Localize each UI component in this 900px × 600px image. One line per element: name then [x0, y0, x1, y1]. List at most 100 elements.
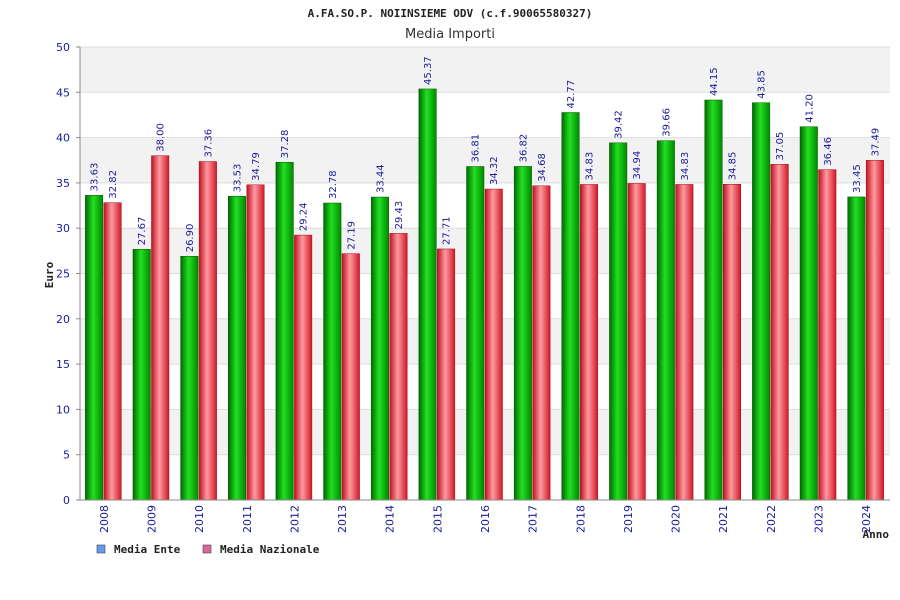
x-tick-label: 2019: [622, 505, 635, 533]
x-tick-label: 2016: [479, 505, 492, 533]
y-tick-label: 10: [56, 403, 70, 416]
bar-media-nazionale-2019: [627, 183, 646, 501]
y-tick-label: 40: [56, 132, 70, 145]
bar-media-nazionale-2024: [865, 160, 884, 501]
value-label: 34.85: [727, 152, 738, 181]
value-label: 45.37: [423, 56, 434, 85]
bar-media-ente-2012: [275, 161, 294, 501]
bar-media-nazionale-2022: [770, 164, 789, 501]
value-label: 32.78: [328, 170, 339, 199]
x-tick-label: 2012: [288, 505, 301, 533]
bar-media-nazionale-2010: [198, 161, 217, 501]
bar-media-nazionale-2009: [151, 155, 170, 501]
x-tick-label: 2010: [193, 505, 206, 533]
bar-media-nazionale-2012: [294, 234, 313, 501]
bar-media-nazionale-2018: [580, 184, 599, 501]
bar-media-nazionale-2015: [437, 248, 456, 501]
y-tick-label: 35: [56, 177, 70, 190]
legend: Media Ente Media Nazionale: [96, 543, 320, 556]
bar-media-nazionale-2021: [722, 184, 741, 501]
x-tick-label: 2013: [336, 505, 349, 533]
y-axis-label: Euro: [43, 261, 56, 288]
bar-media-nazionale-2020: [675, 184, 694, 501]
y-tick-label: 25: [56, 268, 70, 281]
bar-media-nazionale-2011: [246, 184, 265, 501]
x-tick-label: 2021: [717, 505, 730, 533]
bar-media-ente-2008: [85, 195, 104, 501]
value-label: 43.85: [757, 70, 768, 99]
legend-swatch-media-ente: [96, 544, 106, 554]
value-label: 26.90: [185, 224, 196, 253]
legend-label-media-ente: Media Ente: [114, 543, 181, 556]
plot-band: [80, 47, 890, 93]
bar-media-ente-2018: [561, 112, 580, 501]
x-tick-label: 2015: [431, 505, 444, 533]
value-label: 39.42: [614, 110, 625, 139]
x-tick-label: 2009: [145, 505, 158, 533]
legend-label-media-nazionale: Media Nazionale: [220, 543, 320, 556]
legend-swatch-media-nazionale: [202, 544, 212, 554]
y-axis-ticks: 0 5 10 15 20 25 30 35 40 45 50: [56, 41, 80, 507]
value-label: 32.82: [108, 170, 119, 199]
x-axis-label: Anno: [863, 528, 890, 541]
x-tick-label: 2011: [241, 505, 254, 533]
y-tick-label: 45: [56, 86, 70, 99]
bar-media-ente-2022: [752, 102, 771, 501]
chart-subtitle: Media Importi: [405, 27, 495, 42]
bar-media-ente-2010: [180, 256, 199, 501]
bar-media-ente-2019: [609, 142, 628, 501]
value-label: 39.66: [661, 108, 672, 137]
y-tick-label: 50: [56, 41, 70, 54]
value-label: 42.77: [566, 80, 577, 109]
value-label: 33.45: [852, 164, 863, 193]
value-label: 34.32: [489, 156, 500, 185]
value-label: 38.00: [156, 123, 167, 152]
value-label: 34.83: [680, 152, 691, 181]
bar-media-nazionale-2008: [103, 202, 122, 501]
value-labels: 33.63 32.82 27.67 38.00 26.90 37.36 33.53 34.79…: [90, 56, 882, 252]
y-tick-label: 15: [56, 358, 70, 371]
value-label: 37.36: [203, 129, 214, 158]
value-label: 37.05: [775, 132, 786, 161]
value-label: 36.81: [471, 134, 482, 163]
value-label: 34.79: [251, 152, 262, 181]
bar-media-ente-2023: [799, 126, 818, 501]
value-label: 29.43: [394, 201, 405, 230]
value-label: 34.94: [632, 151, 643, 180]
value-label: 41.20: [804, 94, 815, 123]
bar-media-ente-2015: [418, 88, 437, 501]
bar-media-ente-2017: [513, 166, 532, 501]
y-tick-label: 30: [56, 222, 70, 235]
y-tick-label: 5: [63, 449, 70, 462]
value-label: 29.24: [299, 202, 310, 231]
value-label: 34.68: [537, 153, 548, 182]
x-tick-label: 2023: [813, 505, 826, 533]
value-label: 33.63: [90, 163, 101, 192]
bar-media-ente-2011: [228, 195, 247, 501]
value-label: 37.49: [870, 128, 881, 157]
value-label: 34.83: [585, 152, 596, 181]
x-tick-label: 2024: [860, 505, 873, 533]
x-tick-label: 2022: [765, 505, 778, 533]
bar-media-nazionale-2014: [389, 233, 408, 501]
value-label: 44.15: [709, 67, 720, 96]
value-label: 36.82: [518, 134, 529, 163]
value-label: 27.19: [346, 221, 357, 250]
value-label: 37.28: [280, 130, 291, 159]
y-tick-label: 20: [56, 313, 70, 326]
bar-media-nazionale-2016: [484, 188, 503, 501]
bar-media-ente-2021: [704, 99, 723, 501]
x-tick-label: 2018: [574, 505, 587, 533]
value-label: 27.71: [442, 216, 453, 245]
bar-media-ente-2016: [466, 166, 485, 501]
bar-media-ente-2014: [370, 196, 389, 501]
bar-media-nazionale-2023: [818, 169, 837, 501]
bar-media-ente-2013: [323, 202, 342, 501]
x-tick-label: 2020: [670, 505, 683, 533]
bars: [85, 88, 884, 501]
bar-media-ente-2020: [656, 140, 675, 501]
value-label: 27.67: [137, 217, 148, 246]
x-tick-label: 2017: [527, 505, 540, 533]
bar-media-ente-2009: [132, 249, 151, 501]
